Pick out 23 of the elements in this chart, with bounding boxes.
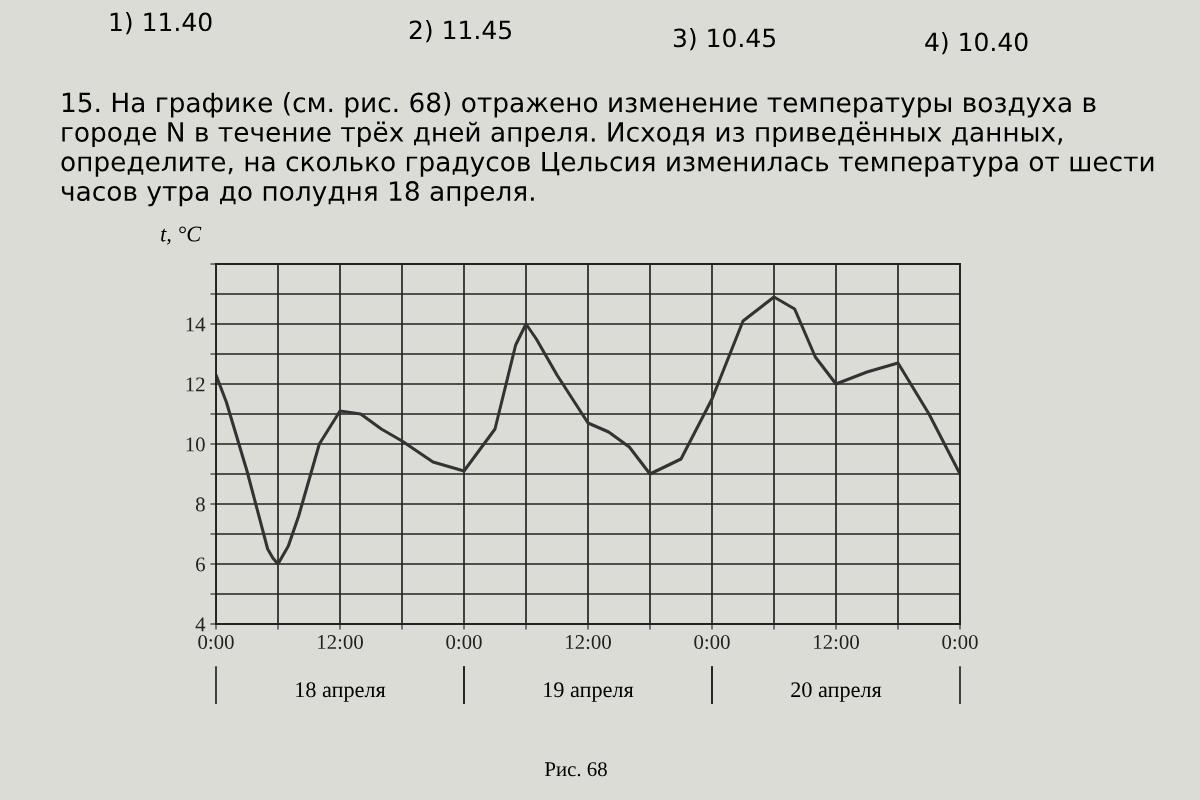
- text: 2) 11.45: [409, 20, 511, 43]
- y-axis-title: t, °C: [161, 226, 202, 245]
- y-tick-label: 6: [196, 557, 205, 572]
- text: Рис. 68: [544, 762, 607, 777]
- x-tick-label: 0:00: [694, 635, 730, 650]
- text: 18 апреля: [296, 682, 386, 702]
- text: 20 апреля: [791, 682, 882, 702]
- x-tick-label: 0:00: [446, 635, 482, 650]
- x-tick-label: 0:00: [942, 635, 978, 650]
- x-tick-label: 12:00: [318, 635, 363, 650]
- text: 1) 11.40: [110, 12, 212, 35]
- x-tick-label: 12:00: [566, 635, 611, 650]
- text: 3) 10.45: [673, 28, 775, 51]
- y-tick-label: 12: [186, 377, 205, 392]
- y-tick-label: 4: [195, 617, 206, 632]
- y-tick-label: 8: [195, 497, 205, 512]
- text: 4) 10.40: [925, 32, 1028, 55]
- y-tick-label: 10: [186, 437, 205, 452]
- x-tick-label: 0:00: [198, 635, 234, 650]
- y-tick-label: 14: [186, 317, 206, 332]
- chart-title: 15. На графике (см. рис. 68) отражено изменение температуры воздуха в городе N в течение трёх дней апреля. Исходя из приведённых данных, определите, на сколько градусов Цельсия изменилась температура от шести часов утра до полудня 18 апреля.: [61, 92, 1154, 207]
- x-tick-label: 12:00: [814, 635, 859, 650]
- text: 19 апреля: [544, 682, 634, 702]
